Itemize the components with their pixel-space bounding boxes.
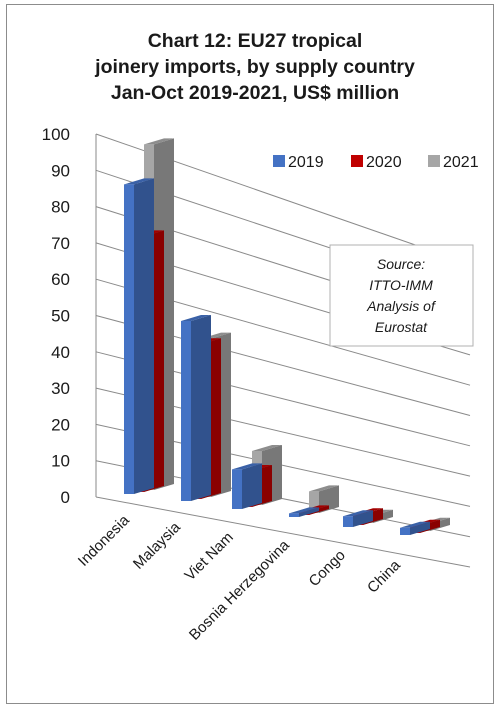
bar-front	[400, 527, 410, 535]
bar-top	[309, 485, 339, 492]
annotation-line: Source:	[377, 256, 425, 272]
bar-top	[343, 510, 373, 517]
bars	[124, 138, 450, 535]
chart-title: Chart 12: EU27 tropical joinery imports,…	[20, 28, 490, 106]
bar-side	[353, 510, 373, 527]
bar	[400, 521, 430, 535]
x-tick-label: China	[364, 556, 404, 596]
x-tick-label: Malaysia	[130, 518, 184, 572]
y-tick-label: 30	[51, 379, 70, 398]
x-tick-label: Congo	[306, 547, 349, 590]
y-tick-label: 100	[42, 125, 70, 144]
legend: 2019 2020 2021	[273, 154, 479, 171]
chart-frame	[6, 4, 494, 704]
annotation-line: ITTO-IMM	[369, 277, 433, 293]
chart-title-line-1: Chart 12: EU27 tropical	[147, 30, 363, 52]
bar-top	[144, 138, 174, 145]
bar-front	[309, 491, 319, 513]
legend-swatch	[428, 155, 440, 167]
bar	[124, 178, 154, 494]
bar	[232, 463, 262, 509]
y-tick-label: 20	[51, 415, 70, 434]
bar-side	[410, 521, 430, 535]
y-tick-label: 10	[51, 452, 70, 471]
chart-title-line-3: Jan-Oct 2019-2021, US$ million	[110, 82, 400, 104]
bar-front	[232, 469, 242, 509]
y-tick-label: 0	[61, 488, 70, 507]
annotation-box	[329, 244, 474, 347]
bar	[181, 315, 211, 501]
bar-side	[134, 178, 154, 494]
bar-front	[289, 513, 299, 517]
bar-front	[181, 321, 191, 501]
y-tick-label: 90	[51, 161, 70, 180]
y-tick-label: 80	[51, 198, 70, 217]
y-axis-ticks: 0 10 20 30 40 50 60 70 80 90 100	[42, 125, 70, 507]
bar-top	[400, 521, 430, 528]
bar-top	[124, 178, 154, 185]
bar	[343, 510, 373, 527]
annotation-line: Eurostat	[375, 319, 428, 335]
y-tick-label: 50	[51, 307, 70, 326]
x-tick-label: Indonesia	[75, 511, 133, 569]
legend-label: 2019	[288, 154, 324, 171]
gridline	[95, 496, 471, 568]
legend-swatch	[273, 155, 285, 167]
legend-label: 2020	[366, 154, 402, 171]
chart-title-line-2: joinery imports, by supply country	[95, 56, 415, 78]
bar-top	[232, 463, 262, 470]
bar-top	[181, 315, 211, 321]
annotation-line: Analysis of	[366, 298, 437, 314]
source-annotation: Source: ITTO-IMM Analysis of Eurostat	[329, 244, 474, 347]
bar-front	[343, 516, 353, 527]
legend-swatch	[351, 155, 363, 167]
y-tick-label: 70	[51, 234, 70, 253]
x-tick-label: Viet Nam	[181, 529, 236, 584]
legend-label: 2021	[443, 154, 479, 171]
bar-top	[289, 507, 319, 514]
bar-top	[252, 445, 282, 451]
bar-side	[242, 463, 262, 509]
bar	[289, 507, 319, 517]
y-tick-label: 40	[51, 343, 70, 362]
bar-side	[299, 507, 319, 517]
bar-front	[124, 184, 134, 494]
bar-side	[191, 315, 211, 501]
y-tick-label: 60	[51, 270, 70, 289]
